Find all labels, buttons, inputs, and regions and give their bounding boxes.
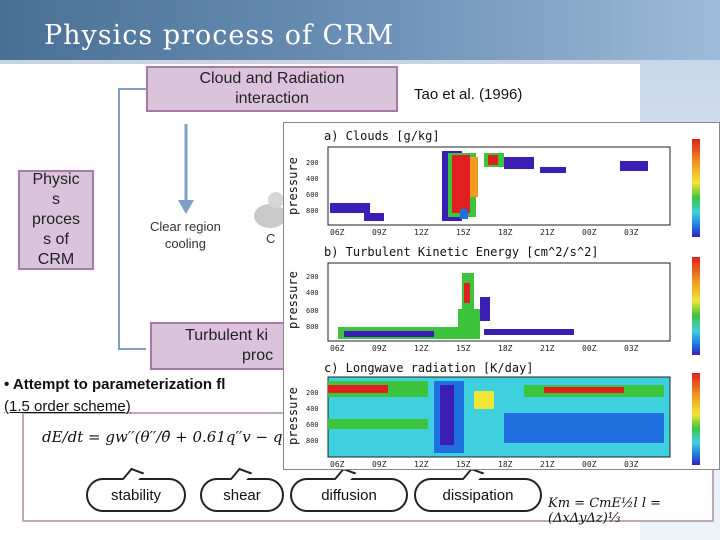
cloud-radiation-box: Cloud and Radiation interaction bbox=[146, 66, 398, 112]
y-tick-b-1: 400 bbox=[306, 289, 319, 297]
x-tick-a-1: 09Z bbox=[372, 228, 387, 237]
panel-c-plot bbox=[327, 376, 671, 458]
y-tick-a-1: 400 bbox=[306, 175, 319, 183]
side-box-line4: s of bbox=[43, 231, 69, 248]
y-tick-c-1: 400 bbox=[306, 405, 319, 413]
title-bar: Physics process of CRM bbox=[0, 0, 720, 60]
bullet-text: • Attempt to parameterization fl bbox=[4, 376, 226, 393]
callout-diffusion: diffusion bbox=[290, 478, 408, 512]
callout-diffusion-label: diffusion bbox=[321, 486, 377, 504]
turbulent-box: Turbulent ki proc bbox=[150, 322, 300, 370]
clear-region-label: Clear region cooling bbox=[150, 218, 221, 252]
x-tick-a-6: 00Z bbox=[582, 228, 597, 237]
x-tick-b-6: 00Z bbox=[582, 344, 597, 353]
turb-box-line2: proc bbox=[242, 347, 274, 364]
y-tick-c-0: 200 bbox=[306, 389, 319, 397]
side-box-line1: Physic bbox=[32, 171, 80, 188]
x-tick-a-5: 21Z bbox=[540, 228, 555, 237]
x-tick-b-2: 12Z bbox=[414, 344, 429, 353]
panel-a-title: a) Clouds [g/kg] bbox=[324, 129, 440, 143]
y-tick-b-3: 800 bbox=[306, 323, 319, 331]
cloud-box-line1: Cloud and Radiation bbox=[199, 70, 345, 87]
color-scales bbox=[692, 139, 700, 465]
y-tick-a-3: 800 bbox=[306, 207, 319, 215]
callout-dissipation-label: dissipation bbox=[442, 486, 514, 504]
x-tick-c-6: 00Z bbox=[582, 460, 597, 469]
callout-shear: shear bbox=[200, 478, 284, 512]
x-tick-c-4: 18Z bbox=[498, 460, 513, 469]
x-ticks: 06Z 09Z 12Z 15Z 18Z 21Z 00Z 03Z 06Z 09Z … bbox=[330, 228, 639, 469]
figure-plots: 200 400 600 800 200 400 600 800 200 400 … bbox=[306, 139, 700, 469]
km-equation: Km = CmE½l l = (ΔxΔyΔz)⅓ bbox=[548, 496, 662, 526]
y-tick-c-2: 600 bbox=[306, 421, 319, 429]
callout-stability-label: stability bbox=[110, 486, 162, 504]
cloud-box-line2: interaction bbox=[235, 90, 309, 107]
process-bracket bbox=[118, 88, 146, 350]
y-tick-b-0: 200 bbox=[306, 273, 319, 281]
turb-box-line1: Turbulent ki bbox=[185, 327, 269, 344]
x-tick-b-7: 03Z bbox=[624, 344, 639, 353]
x-tick-b-1: 09Z bbox=[372, 344, 387, 353]
down-arrow-icon bbox=[178, 124, 194, 214]
side-box-line5: CRM bbox=[37, 251, 75, 268]
x-tick-a-7: 03Z bbox=[624, 228, 639, 237]
x-tick-b-4: 18Z bbox=[498, 344, 513, 353]
panel-a-plot bbox=[327, 146, 671, 226]
y-tick-a-0: 200 bbox=[306, 159, 319, 167]
y-tick-a-2: 600 bbox=[306, 191, 319, 199]
callout-dissipation: dissipation bbox=[414, 478, 542, 512]
panel-b-title: b) Turbulent Kinetic Energy [cm^2/s^2] bbox=[324, 245, 599, 259]
title-underline bbox=[0, 60, 720, 64]
x-tick-c-7: 03Z bbox=[624, 460, 639, 469]
x-tick-c-0: 06Z bbox=[330, 460, 345, 469]
y-ticks: 200 400 600 800 200 400 600 800 200 400 … bbox=[306, 159, 319, 445]
partial-label: C bbox=[266, 231, 276, 246]
panel-c-title: c) Longwave radiation [K/day] bbox=[324, 361, 534, 375]
clear-label-line2: cooling bbox=[164, 236, 207, 251]
physics-process-box: Physic s proces s of CRM bbox=[18, 170, 94, 270]
callout-stability: stability bbox=[86, 478, 186, 512]
clear-label-line1: Clear region bbox=[150, 219, 221, 234]
cloud-icon bbox=[254, 192, 286, 228]
scheme-text: (1.5 order scheme) bbox=[4, 398, 131, 415]
x-tick-c-1: 09Z bbox=[372, 460, 387, 469]
panel-b-plot bbox=[327, 262, 671, 342]
x-tick-c-2: 12Z bbox=[414, 460, 429, 469]
tao-figure: a) Clouds [g/kg] b) Turbulent Kinetic En… bbox=[283, 122, 720, 470]
y-tick-b-2: 600 bbox=[306, 307, 319, 315]
tke-equation: dE/dt = gw′′(θ′′/θ̄ + 0.61q′′v − q′′l) −… bbox=[42, 428, 339, 446]
slide-title: Physics process of CRM bbox=[44, 20, 395, 51]
side-box-line2: s bbox=[52, 191, 60, 208]
x-tick-a-0: 06Z bbox=[330, 228, 345, 237]
x-tick-b-0: 06Z bbox=[330, 344, 345, 353]
reference-text: Tao et al. (1996) bbox=[414, 86, 523, 103]
side-box-line3: proces bbox=[31, 211, 81, 228]
x-tick-a-3: 15Z bbox=[456, 228, 471, 237]
x-tick-c-5: 21Z bbox=[540, 460, 555, 469]
callout-shear-label: shear bbox=[223, 486, 261, 504]
y-tick-c-3: 800 bbox=[306, 437, 319, 445]
x-tick-b-5: 21Z bbox=[540, 344, 555, 353]
x-tick-a-2: 12Z bbox=[414, 228, 429, 237]
x-tick-b-3: 15Z bbox=[456, 344, 471, 353]
x-tick-c-3: 15Z bbox=[456, 460, 471, 469]
x-tick-a-4: 18Z bbox=[498, 228, 513, 237]
